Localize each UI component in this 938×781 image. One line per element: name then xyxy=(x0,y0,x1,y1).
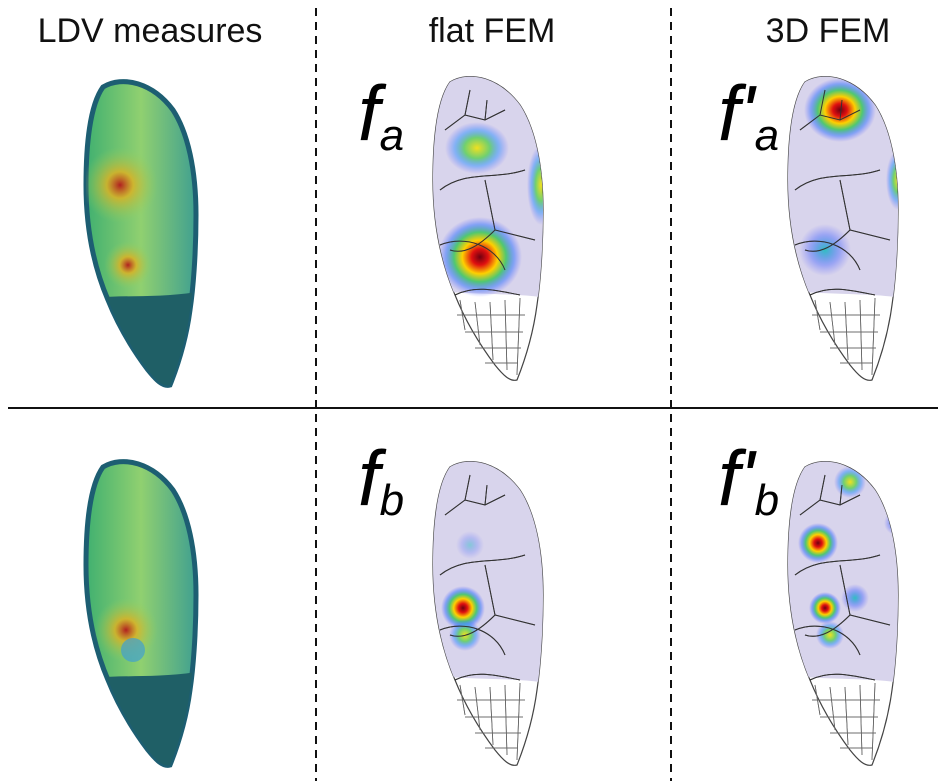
3d-fem-wing xyxy=(780,70,910,380)
flat-fem-wing xyxy=(425,455,555,765)
column-header: LDV measures xyxy=(38,12,263,50)
figure: LDV measures flat FEM 3D FEM fa f'a fb f… xyxy=(0,0,938,781)
mode-label: fb xyxy=(358,434,404,525)
column-header: flat FEM xyxy=(429,12,556,50)
mode-label: fa xyxy=(358,69,404,160)
flat-fem-wing xyxy=(425,70,555,380)
column-header: 3D FEM xyxy=(766,12,891,50)
3d-fem-wing xyxy=(780,455,910,765)
mode-label: f'b xyxy=(718,434,779,525)
ldv-wing xyxy=(78,462,208,781)
mode-label: f'a xyxy=(718,69,779,160)
ldv-wing xyxy=(78,82,208,405)
